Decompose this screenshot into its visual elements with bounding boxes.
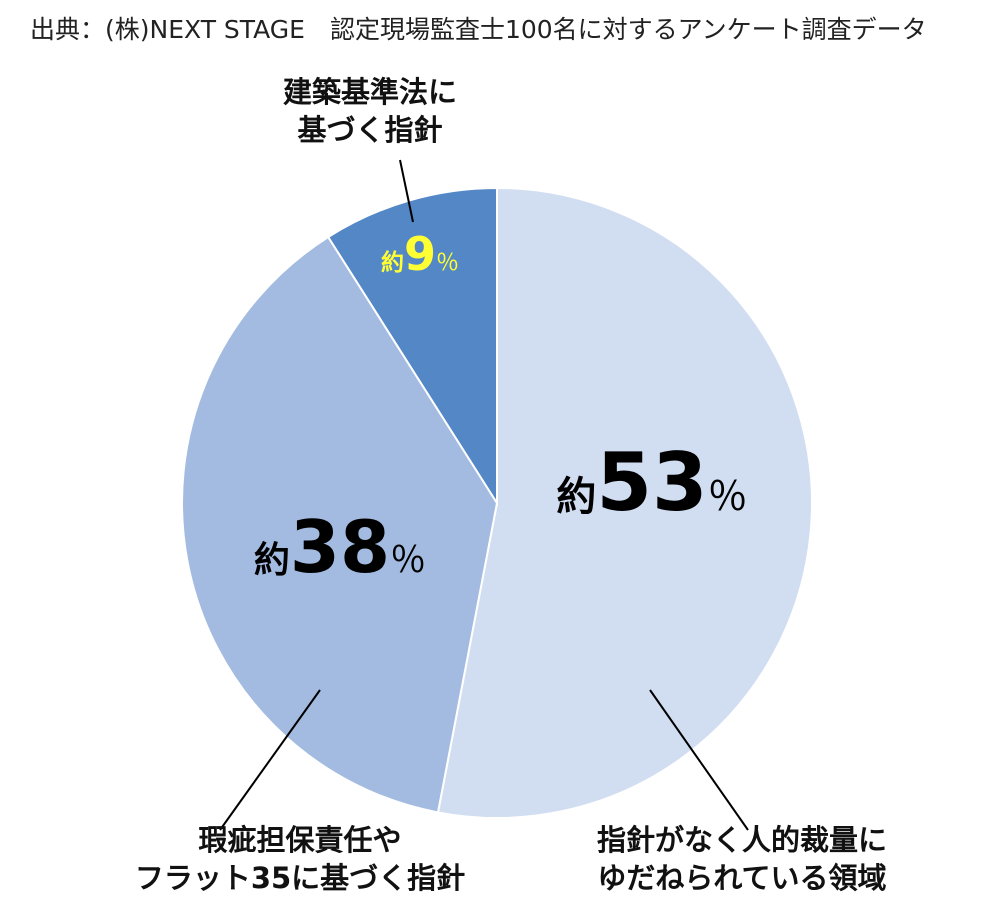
slice-category-label: ゆだねられている領域 (597, 861, 886, 895)
chart-source-note: 出典：(株)NEXT STAGE 認定現場監査士100名に対するアンケート調査デ… (30, 15, 927, 44)
slice-category-label: フラット35に基づく指針 (135, 861, 465, 895)
slice-category-label: 指針がなく人的裁量に (597, 823, 887, 857)
slice-value-label: 約53％ (556, 436, 747, 529)
slice-value-label: 約9％ (381, 227, 459, 281)
slice-warranty-flat35 (181, 235, 499, 814)
slice-discretionary (436, 186, 813, 819)
slice-category-label: 建築基準法に (283, 75, 457, 109)
leader-line (649, 689, 749, 831)
leader-line (399, 159, 414, 223)
slice-category-label: 基づく指針 (297, 113, 442, 147)
slice-value-label: 約38％ (254, 505, 426, 589)
slice-category-label: 瑕疵担保責任や (198, 823, 401, 857)
leader-line (219, 689, 321, 831)
